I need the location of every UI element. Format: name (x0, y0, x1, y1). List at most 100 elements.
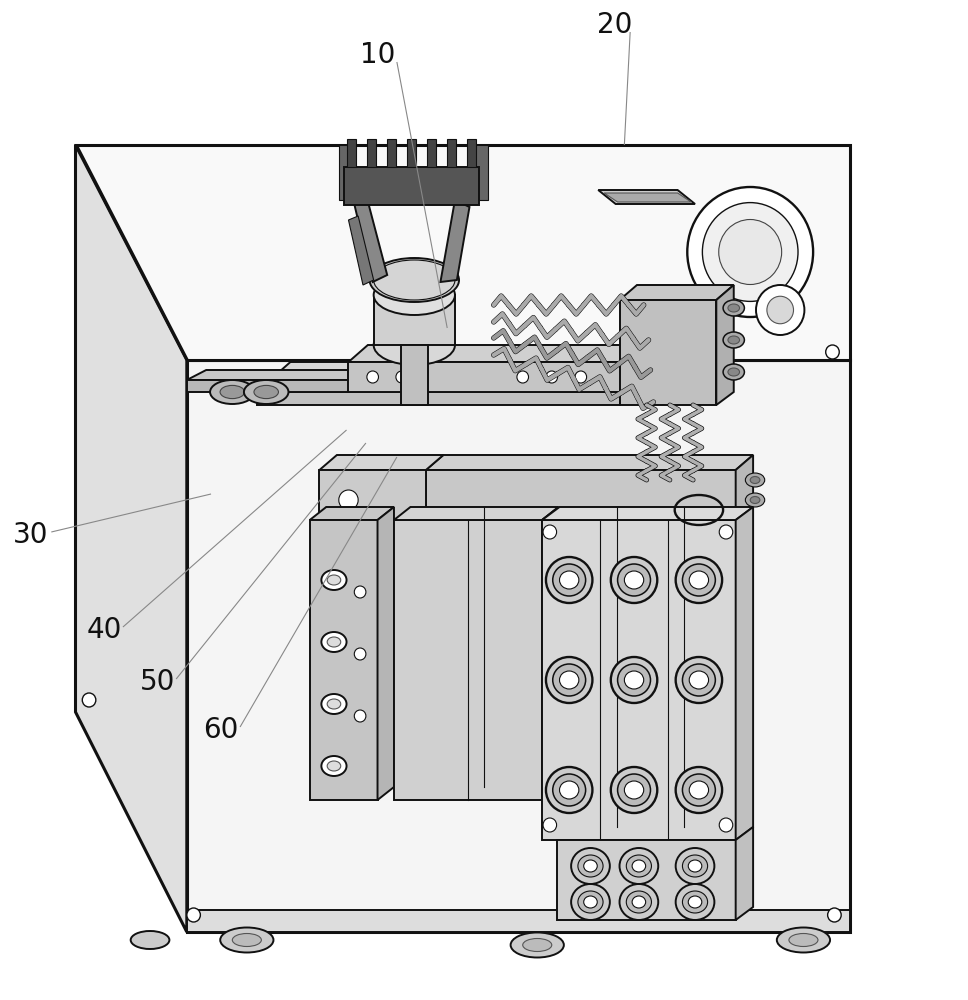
Ellipse shape (632, 860, 646, 872)
Polygon shape (542, 520, 736, 840)
Ellipse shape (546, 557, 592, 603)
Ellipse shape (745, 493, 765, 507)
Circle shape (826, 345, 839, 359)
Polygon shape (440, 200, 469, 282)
Ellipse shape (327, 761, 341, 771)
Ellipse shape (689, 571, 709, 589)
Ellipse shape (374, 275, 455, 315)
Ellipse shape (560, 571, 579, 589)
Ellipse shape (571, 848, 610, 884)
Ellipse shape (584, 896, 597, 908)
Polygon shape (604, 193, 691, 202)
Ellipse shape (578, 891, 603, 913)
Circle shape (339, 490, 358, 510)
Ellipse shape (624, 571, 644, 589)
Ellipse shape (632, 896, 646, 908)
Polygon shape (257, 392, 620, 405)
Ellipse shape (131, 931, 169, 949)
Ellipse shape (676, 657, 722, 703)
Bar (347, 139, 356, 167)
Bar (339, 145, 352, 200)
Ellipse shape (776, 928, 830, 952)
Bar (467, 139, 476, 167)
Ellipse shape (553, 774, 586, 806)
Polygon shape (348, 362, 658, 392)
Circle shape (517, 371, 529, 383)
Polygon shape (620, 300, 716, 405)
Ellipse shape (750, 496, 760, 504)
Polygon shape (736, 507, 753, 840)
Ellipse shape (321, 570, 347, 590)
Circle shape (718, 220, 782, 284)
Ellipse shape (611, 557, 657, 603)
Polygon shape (76, 145, 850, 360)
Ellipse shape (620, 848, 658, 884)
Polygon shape (716, 285, 734, 405)
Ellipse shape (546, 767, 592, 813)
Polygon shape (257, 362, 656, 392)
Ellipse shape (584, 860, 597, 872)
Ellipse shape (618, 664, 650, 696)
Ellipse shape (327, 699, 341, 709)
Ellipse shape (546, 657, 592, 703)
Ellipse shape (745, 473, 765, 487)
Circle shape (396, 371, 408, 383)
Bar (401, 345, 428, 405)
Polygon shape (394, 520, 542, 800)
Ellipse shape (370, 258, 459, 302)
Ellipse shape (553, 664, 586, 696)
Circle shape (756, 285, 804, 335)
Circle shape (828, 908, 841, 922)
Circle shape (703, 203, 798, 301)
Ellipse shape (682, 855, 708, 877)
Bar (344, 167, 479, 205)
Polygon shape (378, 507, 394, 800)
Polygon shape (348, 345, 678, 362)
Ellipse shape (553, 564, 586, 596)
Ellipse shape (728, 304, 740, 312)
Ellipse shape (560, 781, 579, 799)
Polygon shape (374, 295, 455, 345)
Polygon shape (598, 190, 695, 204)
Circle shape (543, 525, 557, 539)
Polygon shape (319, 455, 443, 470)
Bar (474, 145, 488, 200)
Polygon shape (426, 470, 736, 520)
Circle shape (82, 693, 96, 707)
Ellipse shape (682, 891, 708, 913)
Circle shape (719, 818, 733, 832)
Polygon shape (187, 380, 416, 392)
Circle shape (687, 187, 813, 317)
Ellipse shape (682, 664, 715, 696)
Polygon shape (620, 285, 734, 300)
Polygon shape (542, 507, 753, 520)
Ellipse shape (618, 774, 650, 806)
Ellipse shape (624, 781, 644, 799)
Polygon shape (310, 520, 378, 800)
Bar (446, 139, 456, 167)
Ellipse shape (723, 300, 744, 316)
Text: 60: 60 (203, 716, 238, 744)
Ellipse shape (618, 564, 650, 596)
Ellipse shape (728, 336, 740, 344)
Ellipse shape (327, 575, 341, 585)
Ellipse shape (682, 774, 715, 806)
Polygon shape (187, 360, 850, 932)
Ellipse shape (523, 938, 552, 952)
Polygon shape (736, 455, 753, 520)
Polygon shape (394, 507, 559, 520)
Circle shape (575, 371, 587, 383)
Ellipse shape (571, 884, 610, 920)
Text: 10: 10 (360, 41, 395, 69)
Ellipse shape (254, 385, 279, 399)
Polygon shape (348, 216, 374, 285)
Ellipse shape (321, 632, 347, 652)
Circle shape (543, 818, 557, 832)
Ellipse shape (723, 332, 744, 348)
Ellipse shape (626, 891, 651, 913)
Ellipse shape (624, 671, 644, 689)
Circle shape (354, 586, 366, 598)
Ellipse shape (626, 855, 651, 877)
Ellipse shape (511, 932, 563, 958)
Ellipse shape (244, 380, 288, 404)
